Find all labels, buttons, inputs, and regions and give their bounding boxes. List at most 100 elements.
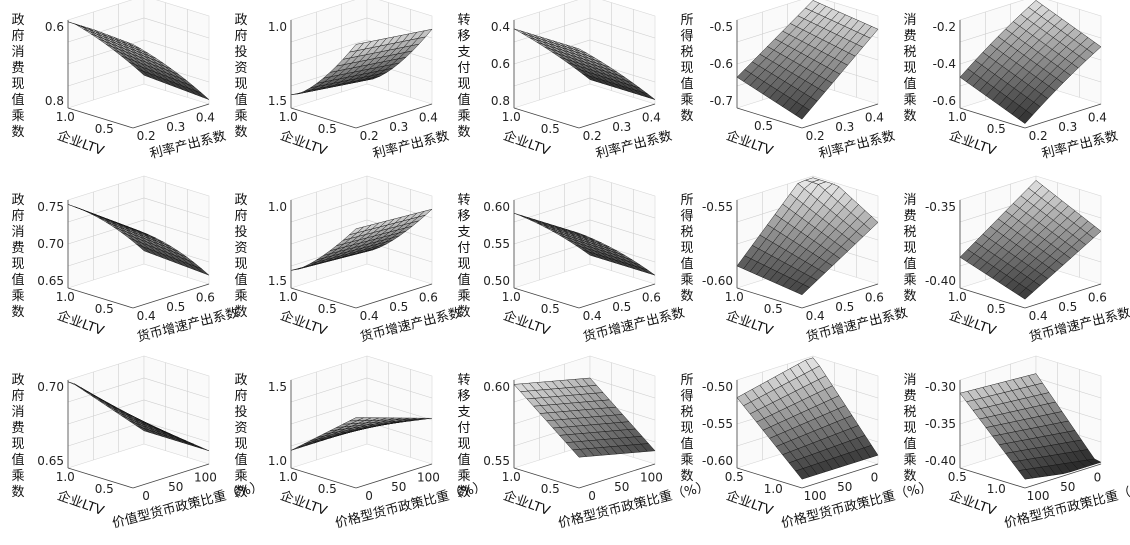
z-axis-label-char: 数 (457, 125, 470, 140)
z-axis-label-char: 所 (680, 373, 693, 388)
z-axis-label-char: 乘 (903, 453, 916, 468)
z-tick-label: -0.55 (702, 200, 733, 214)
ltv-tick-label: 1.0 (502, 290, 521, 304)
x-axis-label: 利率产出系数 (1040, 128, 1120, 162)
ltv-tick-label: 0.5 (318, 482, 337, 496)
ltv-tick-label: 0.5 (95, 302, 114, 316)
x-tick-label: 0.2 (583, 129, 602, 143)
x-tick-label: 0.4 (196, 110, 215, 124)
z-axis-label-char: 现 (457, 77, 470, 92)
z-axis-label-char: 资 (234, 61, 247, 76)
z-axis-label-char: 消 (11, 225, 24, 240)
z-axis-label-char: 值 (903, 436, 916, 452)
z-axis-label-char: 费 (903, 389, 916, 404)
z-axis-label-char: 政 (11, 373, 24, 388)
surface-patch (126, 41, 141, 49)
z-axis-label-char: 得 (680, 28, 693, 44)
z-axis-label-char: 消 (11, 45, 24, 60)
x-tick-label: 0.6 (1088, 290, 1107, 304)
z-axis-label-char: 数 (903, 289, 916, 304)
z-axis-label-char: 现 (457, 257, 470, 272)
surface-patch (795, 105, 810, 120)
z-axis-label-char: 转 (457, 13, 470, 28)
x-tick-label: 0.5 (166, 300, 185, 314)
z-axis-label-char: 府 (11, 29, 24, 44)
z-tick-label: 0.50 (483, 274, 510, 288)
z-tick-label: -0.55 (702, 417, 733, 431)
ltv-tick-label: 0.5 (764, 302, 783, 316)
z-axis-label-char: 转 (457, 373, 470, 388)
surface-patch (795, 468, 810, 480)
z-axis-label-char: 乘 (680, 453, 693, 468)
z-tick-label: -0.35 (925, 417, 956, 431)
z-axis-label-char: 值 (903, 76, 916, 92)
ltv-axis (959, 467, 1026, 489)
z-axis-label-char: 税 (680, 225, 693, 240)
x-axis (801, 283, 879, 309)
z-axis-label-char: 费 (903, 29, 916, 44)
z-axis-label-char: 乘 (11, 289, 24, 304)
z-axis-label-char: 消 (903, 193, 916, 208)
x-axis (355, 103, 433, 129)
ltv-tick-label: 1.0 (948, 290, 967, 304)
x-axis (801, 463, 879, 489)
x-tick-label: 0.5 (612, 300, 631, 314)
surface-patch (1018, 469, 1034, 480)
z-axis-label-char: 值 (457, 272, 470, 288)
x-tick-label: 0.4 (806, 309, 825, 323)
surface-patch (795, 284, 810, 296)
z-axis-label-char: 乘 (903, 93, 916, 108)
x-tick-label: 0.4 (1029, 309, 1048, 323)
x-tick-label: 0.4 (642, 110, 661, 124)
z-axis-label-char: 乘 (457, 469, 470, 484)
z-axis-label-char: 值 (11, 272, 24, 288)
surface-patch (572, 230, 587, 237)
ltv-tick-label: 1.0 (279, 110, 298, 124)
x-tick-label: 0.4 (583, 309, 602, 323)
z-axis-label-char: 数 (680, 469, 693, 484)
z-axis-label-char: 数 (903, 469, 916, 484)
ltv-tick-label: 0.5 (987, 302, 1006, 316)
z-tick-label: 0.4 (491, 20, 510, 34)
z-axis-label-char: 值 (234, 92, 247, 108)
z-tick-label: 0.8 (491, 94, 510, 108)
z-axis-label-char: 投 (234, 224, 247, 240)
z-axis-label-char: 付 (457, 61, 470, 76)
z-axis-label-char: 得 (680, 208, 693, 224)
x-tick-label: 100 (804, 489, 827, 503)
panel-r1-c4: 0.20.30.40.5-0.5-0.6-0.7利率产出系数企业LTV所得税现值… (680, 0, 897, 162)
z-axis-label-char: 府 (234, 389, 247, 404)
z-axis-label-char: 值 (234, 452, 247, 468)
ltv-tick-label: 0.5 (948, 470, 967, 484)
z-axis-label-char: 数 (234, 305, 247, 320)
z-tick-label: 1.5 (268, 274, 287, 288)
x-tick-label: 0.3 (166, 120, 185, 134)
x-tick-label: 0.4 (137, 309, 156, 323)
x-axis (355, 463, 433, 489)
ltv-tick-label: 0.5 (541, 482, 560, 496)
z-axis-label-char: 支 (457, 225, 470, 240)
z-axis-label-char: 资 (234, 421, 247, 436)
z-axis-label-char: 投 (234, 404, 247, 420)
x-tick-label: 0.5 (1058, 300, 1077, 314)
x-tick-label: 0.3 (835, 120, 854, 134)
x-axis-label: 价格型货币政策比重（%） (557, 478, 712, 531)
x-axis (1024, 463, 1102, 489)
x-tick-label: 100 (417, 470, 440, 484)
x-axis (578, 463, 656, 489)
ltv-tick-label: 0.5 (754, 119, 773, 133)
x-axis (801, 103, 879, 129)
surface-patch (348, 42, 365, 53)
x-axis (132, 283, 210, 309)
panel-r2-c1: 0.40.50.61.00.50.750.700.65货币增速产出系数企业LTV… (11, 175, 240, 345)
x-tick-label: 0.4 (865, 110, 884, 124)
z-axis-label-char: 费 (903, 209, 916, 224)
z-tick-label: 0.65 (37, 274, 64, 288)
z-axis-label-char: 投 (234, 44, 247, 60)
